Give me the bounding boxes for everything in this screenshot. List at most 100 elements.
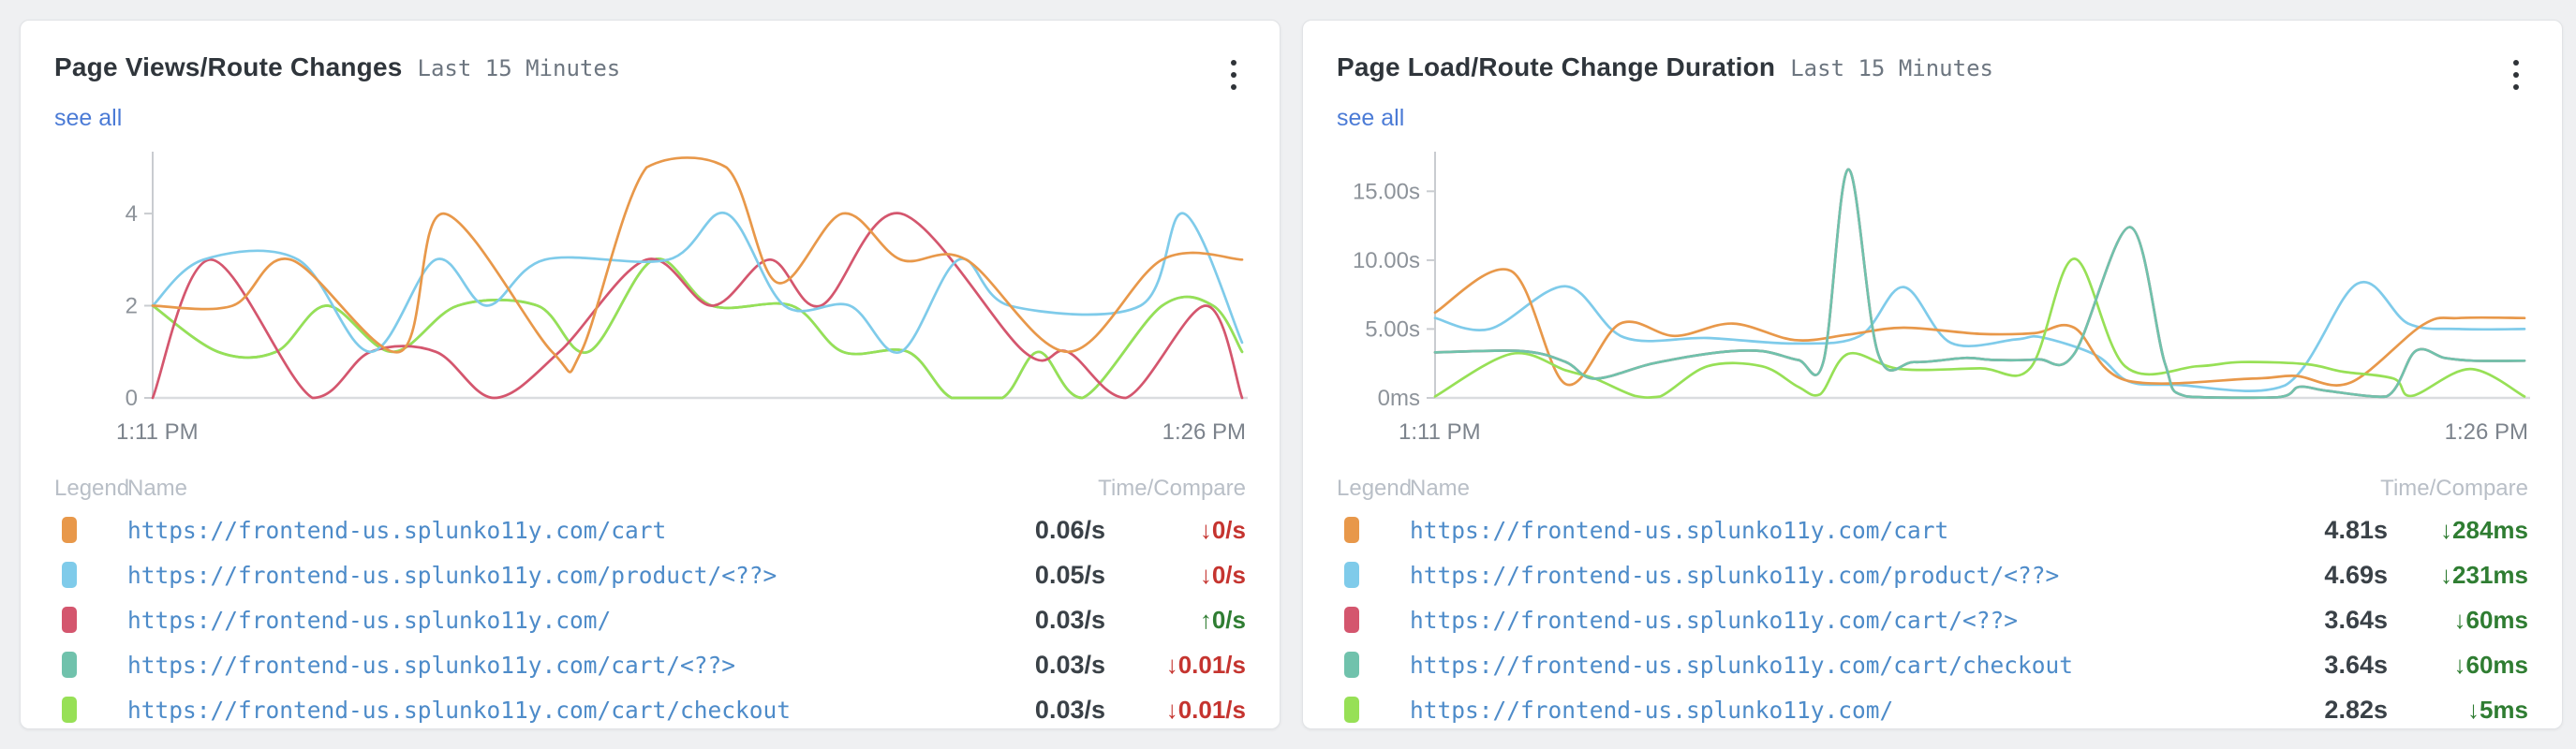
trend-arrow-icon: ↓ <box>1199 515 1212 544</box>
panel-page-load-duration: Page Load/Route Change Duration Last 15 … <box>1302 20 2563 729</box>
series-color-swatch <box>1344 652 1359 678</box>
time-range-label: Last 15 Minutes <box>1790 55 1993 81</box>
legend-header-row: Legend Name Time/Compare <box>1337 470 2528 507</box>
time-compare-col-header: Time/Compare <box>2380 476 2528 501</box>
svg-text:5.00s: 5.00s <box>1365 316 1420 342</box>
series-color-swatch <box>62 562 77 588</box>
series-url-link[interactable]: https://frontend-us.splunko11y.com/cart/… <box>127 651 736 679</box>
trend-arrow-icon: ↓ <box>2440 515 2453 544</box>
series-url-link[interactable]: https://frontend-us.splunko11y.com/cart/… <box>1410 606 2019 634</box>
x-axis-end-label: 1:26 PM <box>1162 419 1246 445</box>
legend-row[interactable]: https://frontend-us.splunko11y.com/cart/… <box>1337 642 2528 687</box>
name-col-header: Name <box>1410 476 1471 501</box>
series-compare: ↓60ms <box>2453 605 2529 634</box>
legend-row[interactable]: https://frontend-us.splunko11y.com/cart … <box>54 507 1246 552</box>
series-color-swatch <box>1344 517 1359 543</box>
trend-arrow-icon: ↓ <box>1199 560 1212 589</box>
series-value: 0.06/s <box>1034 515 1105 544</box>
legend-table: Legend Name Time/Compare https://fronten… <box>54 470 1246 732</box>
svg-text:0ms: 0ms <box>1378 386 1420 411</box>
panel-title-line: Page Load/Route Change Duration Last 15 … <box>1337 52 1993 82</box>
see-all-link[interactable]: see all <box>1337 105 1405 131</box>
legend-row[interactable]: https://frontend-us.splunko11y.com/produ… <box>1337 552 2528 597</box>
series-value: 3.64s <box>2324 650 2388 679</box>
series-value: 0.03/s <box>1034 650 1105 679</box>
trend-arrow-icon: ↓ <box>2453 650 2466 679</box>
series-color-swatch <box>62 607 77 633</box>
series-color-swatch <box>1344 607 1359 633</box>
series-url-link[interactable]: https://frontend-us.splunko11y.com/produ… <box>127 561 777 589</box>
page-title: Page Views/Route Changes <box>54 52 403 81</box>
series-value: 3.64s <box>2324 605 2388 634</box>
x-axis-start-label: 1:11 PM <box>116 419 199 445</box>
series-url-link[interactable]: https://frontend-us.splunko11y.com/cart <box>127 516 667 544</box>
chart-canvas[interactable]: 0 2 4 <box>54 149 1248 416</box>
legend-table: Legend Name Time/Compare https://fronten… <box>1337 470 2528 732</box>
series-url-link[interactable]: https://frontend-us.splunko11y.com/cart/… <box>1410 651 2074 679</box>
series-url-link[interactable]: https://frontend-us.splunko11y.com/ <box>1410 696 1894 724</box>
legend-row[interactable]: https://frontend-us.splunko11y.com/cart/… <box>54 687 1246 732</box>
page-title: Page Load/Route Change Duration <box>1337 52 1776 81</box>
see-all-link[interactable]: see all <box>54 105 123 131</box>
svg-text:15.00s: 15.00s <box>1353 179 1420 204</box>
trend-arrow-icon: ↓ <box>1165 695 1178 724</box>
series-value: 2.82s <box>2324 695 2388 724</box>
legend-row[interactable]: https://frontend-us.splunko11y.com/cart/… <box>54 642 1246 687</box>
series-compare: ↓0.01/s <box>1165 650 1246 679</box>
series-color-swatch <box>62 652 77 678</box>
series-color-swatch <box>1344 562 1359 588</box>
chart-canvas[interactable]: 0ms 5.00s 10.00s 15.00s <box>1337 149 2530 416</box>
series-color-swatch <box>1344 697 1359 723</box>
svg-text:2: 2 <box>126 294 138 319</box>
series-url-link[interactable]: https://frontend-us.splunko11y.com/ <box>127 606 612 634</box>
svg-text:4: 4 <box>126 201 138 227</box>
x-axis-labels: 1:11 PM 1:26 PM <box>54 419 1246 446</box>
series-compare: ↓0/s <box>1199 560 1246 589</box>
series-url-link[interactable]: https://frontend-us.splunko11y.com/produ… <box>1410 561 2060 589</box>
name-col-header: Name <box>127 476 188 501</box>
legend-row[interactable]: https://frontend-us.splunko11y.com/ 2.82… <box>1337 687 2528 732</box>
series-url-link[interactable]: https://frontend-us.splunko11y.com/cart/… <box>127 696 792 724</box>
series-compare: ↓0.01/s <box>1165 695 1246 724</box>
x-axis-start-label: 1:11 PM <box>1399 419 1481 445</box>
svg-text:10.00s: 10.00s <box>1353 248 1420 273</box>
svg-text:0: 0 <box>126 386 138 411</box>
panel-header: Page Views/Route Changes Last 15 Minutes <box>54 52 1246 95</box>
legend-header-row: Legend Name Time/Compare <box>54 470 1246 507</box>
series-color-swatch <box>62 517 77 543</box>
line-chart-page-load-duration: 0ms 5.00s 10.00s 15.00s 1:11 PM 1:26 PM <box>1337 149 2530 446</box>
legend-col-header: Legend <box>54 476 130 501</box>
series-compare: ↓231ms <box>2440 560 2528 589</box>
x-axis-end-label: 1:26 PM <box>2444 419 2528 445</box>
series-value: 4.69s <box>2324 560 2388 589</box>
series-compare: ↓5ms <box>2466 695 2528 724</box>
legend-row[interactable]: https://frontend-us.splunko11y.com/produ… <box>54 552 1246 597</box>
time-range-label: Last 15 Minutes <box>417 55 621 81</box>
series-compare: ↓60ms <box>2453 650 2529 679</box>
series-url-link[interactable]: https://frontend-us.splunko11y.com/cart <box>1410 516 1949 544</box>
legend-row[interactable]: https://frontend-us.splunko11y.com/cart … <box>1337 507 2528 552</box>
series-value: 0.05/s <box>1034 560 1105 589</box>
kebab-menu-icon[interactable] <box>1221 54 1246 95</box>
trend-arrow-icon: ↑ <box>1199 605 1212 634</box>
series-value: 0.03/s <box>1034 605 1105 634</box>
trend-arrow-icon: ↓ <box>2453 605 2466 634</box>
line-chart-page-views: 0 2 4 1:11 PM 1:26 PM <box>54 149 1248 446</box>
panel-header: Page Load/Route Change Duration Last 15 … <box>1337 52 2528 95</box>
trend-arrow-icon: ↓ <box>1165 650 1178 679</box>
legend-row[interactable]: https://frontend-us.splunko11y.com/cart/… <box>1337 597 2528 642</box>
time-compare-col-header: Time/Compare <box>1098 476 1246 501</box>
series-compare: ↑0/s <box>1199 605 1246 634</box>
series-compare: ↓0/s <box>1199 515 1246 544</box>
series-value: 4.81s <box>2324 515 2388 544</box>
panel-page-views: Page Views/Route Changes Last 15 Minutes… <box>20 20 1281 729</box>
kebab-menu-icon[interactable] <box>2504 54 2528 95</box>
legend-col-header: Legend <box>1337 476 1413 501</box>
trend-arrow-icon: ↓ <box>2440 560 2453 589</box>
trend-arrow-icon: ↓ <box>2466 695 2480 724</box>
legend-row[interactable]: https://frontend-us.splunko11y.com/ 0.03… <box>54 597 1246 642</box>
panel-title-line: Page Views/Route Changes Last 15 Minutes <box>54 52 620 82</box>
series-value: 0.03/s <box>1034 695 1105 724</box>
series-color-swatch <box>62 697 77 723</box>
